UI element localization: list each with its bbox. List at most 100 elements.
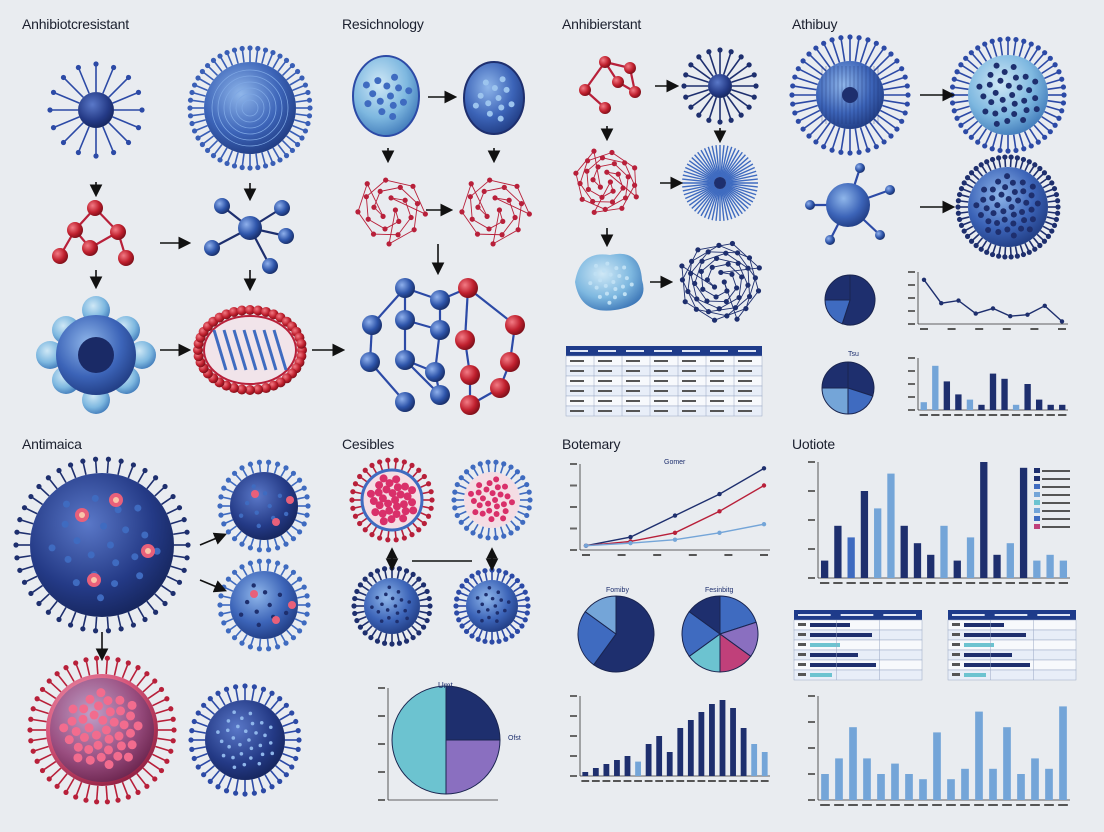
spike-knob — [454, 481, 460, 488]
table-cell — [952, 663, 960, 666]
table-bar — [964, 673, 986, 677]
surface-dot — [136, 572, 144, 580]
spike-knob — [231, 47, 238, 53]
data-point — [717, 509, 722, 514]
membrane-bead — [261, 383, 272, 394]
atom — [458, 278, 478, 298]
spike-knob — [416, 630, 422, 636]
net-node — [380, 213, 386, 219]
molecule-network-large — [360, 278, 525, 415]
net-link — [602, 157, 625, 164]
spike — [152, 698, 168, 707]
spike-knob — [469, 633, 475, 639]
surface-dot — [487, 585, 492, 590]
spike-knob — [34, 696, 40, 702]
spike-knob — [125, 660, 131, 666]
legend — [1034, 468, 1070, 529]
bar — [891, 763, 899, 800]
spike-knob — [36, 483, 42, 490]
surface-dot — [496, 590, 501, 595]
chart-bar-d — [808, 695, 1070, 806]
surface-dot — [1029, 183, 1036, 190]
net-link — [726, 287, 738, 302]
surface-dot — [1002, 184, 1009, 191]
surface-dot — [249, 746, 254, 751]
spike — [65, 778, 75, 793]
surface-dot — [387, 585, 392, 590]
net-node — [475, 204, 481, 210]
surface-dot — [622, 265, 627, 270]
surface-dot — [231, 755, 235, 760]
atom — [500, 352, 520, 372]
spike — [48, 680, 62, 693]
spike — [882, 76, 906, 86]
spike — [808, 53, 827, 72]
spike-knob — [125, 74, 132, 81]
surface-dot — [1010, 220, 1017, 227]
spike-knob — [362, 527, 368, 533]
table-row — [947, 669, 1077, 681]
surface-dot — [604, 291, 609, 296]
data-point — [628, 534, 633, 540]
tick-label — [570, 527, 577, 530]
table-layer — [565, 346, 1077, 681]
spike-knob — [1008, 254, 1014, 260]
pie-slice — [577, 610, 617, 666]
x-tick-label — [708, 780, 716, 782]
spike-knob — [142, 616, 148, 623]
surface-dot — [477, 92, 484, 99]
spike-knob — [225, 529, 232, 535]
spike-knob — [217, 503, 223, 509]
net-node — [745, 282, 751, 288]
tick-label — [570, 484, 577, 487]
spike-knob — [21, 505, 28, 511]
spike-knob — [463, 525, 470, 531]
spike — [1028, 128, 1039, 143]
surface-dot — [470, 498, 477, 505]
net-node — [725, 261, 731, 267]
spike-knob — [706, 117, 712, 123]
surface-dot — [127, 740, 137, 750]
net-node — [734, 250, 741, 256]
net-link — [373, 233, 399, 236]
bar — [1046, 554, 1054, 578]
spike-knob — [144, 783, 150, 789]
x-tick-label — [644, 780, 653, 782]
spike-knob — [130, 622, 137, 628]
spike-knob — [277, 696, 283, 702]
spike — [32, 708, 49, 715]
surface-dot — [96, 752, 106, 762]
surface-dot — [221, 753, 226, 758]
data-table-1 — [565, 346, 763, 417]
table-bar — [964, 643, 994, 647]
surface-dot — [986, 81, 993, 88]
surface-dot — [390, 596, 395, 601]
spike-knob — [951, 76, 957, 82]
net-node — [584, 158, 591, 164]
spike — [121, 781, 130, 798]
tick-label — [808, 721, 815, 723]
spike-knob — [905, 92, 911, 98]
net-node — [388, 195, 394, 201]
spike-knob — [195, 764, 201, 770]
spike — [685, 88, 709, 98]
bar — [887, 473, 895, 578]
spike — [129, 778, 139, 793]
atom — [612, 76, 624, 88]
spike-knob — [746, 104, 752, 110]
spike-knob — [204, 62, 211, 69]
net-link — [687, 291, 709, 312]
x-tick-label — [623, 780, 632, 782]
spike-knob — [158, 686, 165, 693]
bar — [913, 543, 922, 578]
surface-dot — [401, 507, 410, 516]
spike-knob — [118, 458, 124, 464]
surface-dot — [283, 610, 289, 616]
spike-knob — [964, 175, 971, 181]
spike-knob — [274, 644, 281, 650]
surface-dot — [141, 531, 149, 539]
spike-knob — [401, 535, 407, 541]
spike-knob — [299, 135, 305, 141]
table-cell — [798, 663, 806, 666]
